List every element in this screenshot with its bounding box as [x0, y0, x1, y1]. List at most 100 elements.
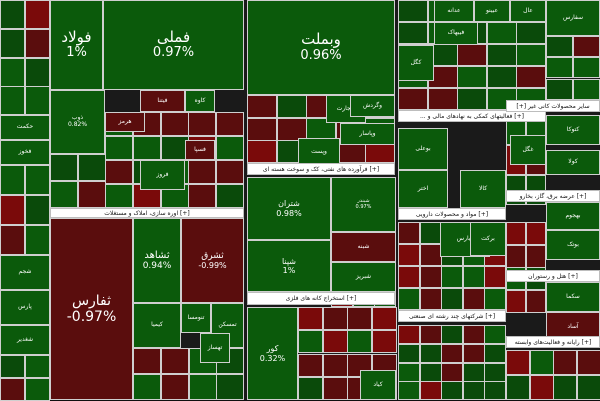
treemap-filler-tile[interactable]: [347, 330, 372, 353]
treemap-filler-tile[interactable]: [25, 225, 50, 255]
treemap-filler-tile[interactable]: [577, 375, 600, 400]
treemap-tile[interactable]: کاوه: [185, 90, 215, 112]
treemap-filler-tile[interactable]: [298, 377, 323, 400]
treemap-filler-tile[interactable]: [457, 88, 487, 110]
treemap-filler-tile[interactable]: [577, 350, 600, 375]
treemap-filler-tile[interactable]: [216, 184, 244, 208]
treemap-tile[interactable]: عدانه: [434, 0, 474, 22]
treemap-filler-tile[interactable]: [463, 288, 485, 310]
treemap-filler-tile[interactable]: [298, 354, 323, 377]
treemap-filler-tile[interactable]: [105, 136, 133, 160]
treemap-filler-tile[interactable]: [463, 363, 485, 382]
treemap-filler-tile[interactable]: [323, 330, 348, 353]
treemap-tile[interactable]: شغدیر: [0, 325, 50, 355]
treemap-filler-tile[interactable]: [398, 288, 420, 310]
treemap-filler-tile[interactable]: [441, 266, 463, 288]
treemap-filler-tile[interactable]: [323, 377, 348, 400]
treemap-filler-tile[interactable]: [133, 374, 161, 400]
treemap-filler-tile[interactable]: [457, 44, 487, 66]
treemap-tile[interactable]: فیتنا: [140, 90, 185, 112]
treemap-filler-tile[interactable]: [323, 354, 348, 377]
treemap-filler-tile[interactable]: [277, 95, 307, 118]
treemap-filler-tile[interactable]: [526, 290, 546, 313]
treemap-filler-tile[interactable]: [484, 363, 506, 382]
treemap-filler-tile[interactable]: [487, 44, 517, 66]
treemap-filler-tile[interactable]: [420, 381, 442, 400]
treemap-tile[interactable]: عبینو: [474, 0, 510, 22]
treemap-filler-tile[interactable]: [25, 165, 50, 195]
treemap-tile[interactable]: بوعلی: [398, 128, 448, 170]
treemap-tile[interactable]: هرمز: [105, 112, 145, 132]
treemap-filler-tile[interactable]: [487, 66, 517, 88]
treemap-filler-tile[interactable]: [347, 307, 372, 330]
treemap-filler-tile[interactable]: [0, 165, 25, 195]
treemap-filler-tile[interactable]: [0, 86, 25, 115]
treemap-filler-tile[interactable]: [216, 112, 244, 136]
treemap-filler-tile[interactable]: [441, 381, 463, 400]
treemap-filler-tile[interactable]: [573, 57, 600, 78]
treemap-filler-tile[interactable]: [398, 244, 420, 266]
treemap-tile[interactable]: ثشرق -0.99%: [181, 218, 244, 303]
sector-header[interactable]: [+] رایانه و فعالیت‌های وابسته: [506, 336, 600, 348]
sector-header[interactable]: سایر محصولات کانی غیر [+]: [506, 100, 600, 112]
treemap-filler-tile[interactable]: [25, 355, 50, 378]
treemap-tile[interactable]: غگل: [510, 135, 546, 165]
treemap-filler-tile[interactable]: [463, 266, 485, 288]
treemap-filler-tile[interactable]: [161, 348, 189, 374]
treemap-filler-tile[interactable]: [298, 330, 323, 353]
treemap-filler-tile[interactable]: [487, 22, 517, 44]
treemap-filler-tile[interactable]: [420, 244, 442, 266]
treemap-filler-tile[interactable]: [398, 363, 420, 382]
treemap-filler-tile[interactable]: [188, 160, 216, 184]
treemap-tile[interactable]: اختر: [398, 170, 448, 208]
treemap-filler-tile[interactable]: [441, 288, 463, 310]
treemap-filler-tile[interactable]: [0, 0, 25, 29]
treemap-filler-tile[interactable]: [78, 181, 106, 208]
treemap-tile[interactable]: سفارس: [546, 0, 600, 36]
treemap-filler-tile[interactable]: [546, 79, 573, 100]
treemap-tile[interactable]: فخوز: [0, 140, 50, 165]
treemap-filler-tile[interactable]: [484, 344, 506, 363]
treemap-filler-tile[interactable]: [247, 118, 277, 141]
treemap-filler-tile[interactable]: [323, 307, 348, 330]
treemap-filler-tile[interactable]: [398, 381, 420, 400]
treemap-tile[interactable]: ذوب 0.82%: [50, 90, 105, 154]
treemap-filler-tile[interactable]: [484, 381, 506, 400]
treemap-filler-tile[interactable]: [247, 95, 277, 118]
treemap-filler-tile[interactable]: [188, 184, 216, 208]
treemap-filler-tile[interactable]: [105, 160, 133, 184]
treemap-filler-tile[interactable]: [216, 160, 244, 184]
treemap-filler-tile[interactable]: [189, 374, 217, 400]
treemap-tile[interactable]: سکما: [546, 282, 600, 312]
sector-header[interactable]: [+] شرکتهای چند رشته ای صنعتی: [398, 310, 506, 322]
treemap-tile[interactable]: بهجوم: [546, 202, 600, 230]
treemap-filler-tile[interactable]: [133, 136, 161, 160]
treemap-filler-tile[interactable]: [484, 288, 506, 310]
sector-header[interactable]: [+] عرضه برق، گاز، بخارو: [506, 190, 600, 202]
treemap-tile[interactable]: برکت: [470, 222, 506, 256]
treemap-filler-tile[interactable]: [516, 22, 546, 44]
treemap-filler-tile[interactable]: [506, 245, 526, 268]
treemap-filler-tile[interactable]: [420, 325, 442, 344]
sector-header[interactable]: [+] اوره سازی، املاک و مستغلات: [50, 208, 244, 218]
treemap-filler-tile[interactable]: [573, 79, 600, 100]
treemap-filler-tile[interactable]: [463, 381, 485, 400]
treemap-filler-tile[interactable]: [530, 350, 554, 375]
treemap-tile[interactable]: شپنا 1%: [247, 240, 331, 292]
treemap-filler-tile[interactable]: [441, 325, 463, 344]
treemap-tile[interactable]: شبندر 0.97%: [331, 177, 396, 232]
treemap-tile[interactable]: حکمت: [0, 115, 50, 140]
treemap-tile[interactable]: کور 0.32%: [247, 307, 298, 400]
treemap-filler-tile[interactable]: [188, 112, 216, 136]
treemap-filler-tile[interactable]: [0, 58, 25, 87]
treemap-filler-tile[interactable]: [484, 325, 506, 344]
treemap-tile[interactable]: بوتک: [546, 230, 600, 260]
treemap-filler-tile[interactable]: [0, 355, 25, 378]
treemap-tile[interactable]: فیبهاک: [434, 22, 478, 45]
treemap-filler-tile[interactable]: [78, 154, 106, 181]
treemap-filler-tile[interactable]: [0, 29, 25, 58]
treemap-filler-tile[interactable]: [420, 222, 442, 244]
treemap-filler-tile[interactable]: [372, 307, 397, 330]
treemap-filler-tile[interactable]: [553, 375, 577, 400]
treemap-filler-tile[interactable]: [398, 344, 420, 363]
